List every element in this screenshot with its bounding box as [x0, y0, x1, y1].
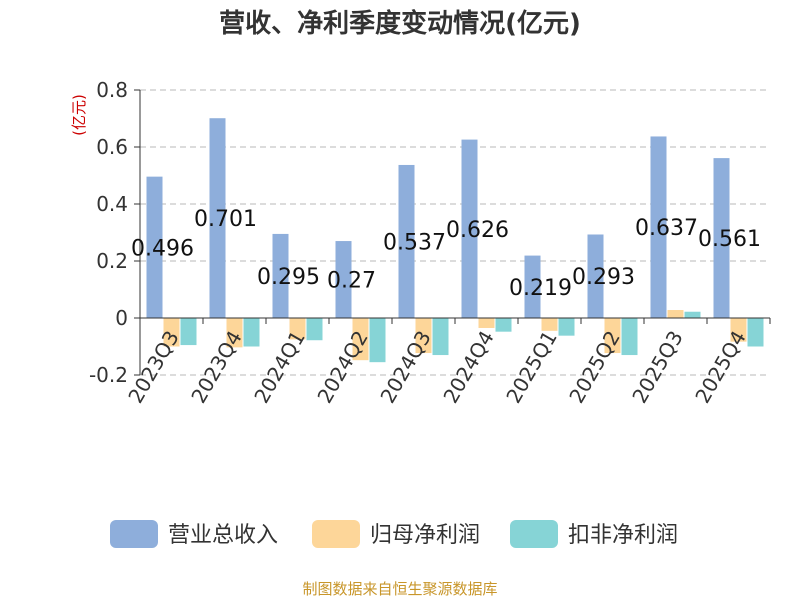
bar-deducted-net-profit — [432, 318, 449, 356]
data-label: 0.295 — [257, 265, 320, 290]
legend-swatch — [312, 520, 360, 548]
data-label: 0.701 — [194, 207, 257, 232]
bar-net-profit — [667, 310, 684, 318]
bar-deducted-net-profit — [369, 318, 386, 363]
bar-revenue — [209, 118, 226, 318]
data-label: 0.637 — [635, 216, 698, 241]
data-label: 0.537 — [383, 230, 446, 255]
bar-revenue — [272, 233, 289, 318]
bar-deducted-net-profit — [747, 318, 764, 347]
bar-net-profit — [289, 318, 306, 340]
y-tick-label: -0.2 — [89, 363, 128, 387]
chart-title: 营收、净利季度变动情况(亿元) — [219, 8, 581, 39]
x-tick-label: 2025Q1 — [501, 327, 561, 408]
y-axis-unit-label: (亿元) — [70, 94, 88, 136]
bar-deducted-net-profit — [243, 318, 260, 347]
bar-revenue — [398, 164, 415, 318]
bar-net-profit — [730, 318, 747, 342]
legend-swatch — [510, 520, 558, 548]
y-tick-label: 0.6 — [96, 135, 128, 159]
data-label: 0.496 — [131, 236, 194, 261]
bar-deducted-net-profit — [306, 318, 323, 341]
data-label: 0.293 — [572, 265, 635, 290]
data-label: 0.561 — [698, 227, 761, 252]
bar-net-profit — [163, 318, 180, 347]
y-tick-label: 0.2 — [96, 249, 128, 273]
y-tick-label: 0.8 — [96, 78, 128, 102]
bar-deducted-net-profit — [621, 318, 638, 356]
bar-revenue — [461, 139, 478, 318]
legend-swatch — [110, 520, 158, 548]
bar-revenue — [524, 255, 541, 318]
bar-deducted-net-profit — [558, 318, 575, 336]
y-tick-label: 0.4 — [96, 192, 128, 216]
data-source-note: 制图数据来自恒生聚源数据库 — [302, 580, 497, 598]
x-tick-label: 2025Q4 — [690, 327, 750, 408]
bar-net-profit — [478, 318, 495, 328]
data-label: 0.219 — [509, 276, 572, 301]
bar-revenue — [146, 176, 163, 318]
x-tick-label: 2025Q2 — [564, 327, 624, 408]
legend-label: 营业总收入 — [168, 523, 278, 548]
bar-revenue — [587, 234, 604, 318]
legend-label: 归母净利润 — [370, 523, 480, 548]
data-label: 0.27 — [327, 269, 376, 294]
bar-net-profit — [226, 318, 243, 348]
legend: 营业总收入 归母净利润 扣非净利润 — [110, 520, 678, 548]
bars — [146, 118, 764, 363]
bar-deducted-net-profit — [495, 318, 512, 332]
bar-net-profit — [541, 318, 558, 331]
legend-label: 扣非净利润 — [568, 523, 678, 548]
bar-revenue — [650, 136, 667, 318]
bar-net-profit — [604, 318, 621, 354]
data-label: 0.626 — [446, 218, 509, 243]
bar-deducted-net-profit — [180, 318, 197, 346]
bar-deducted-net-profit — [684, 311, 701, 318]
bar-net-profit — [352, 318, 369, 361]
bar-revenue — [335, 241, 352, 318]
bar-revenue — [713, 158, 730, 318]
y-tick-label: 0 — [115, 306, 128, 330]
bar-net-profit — [415, 318, 432, 354]
x-tick-label: 2023Q3 — [123, 327, 183, 408]
